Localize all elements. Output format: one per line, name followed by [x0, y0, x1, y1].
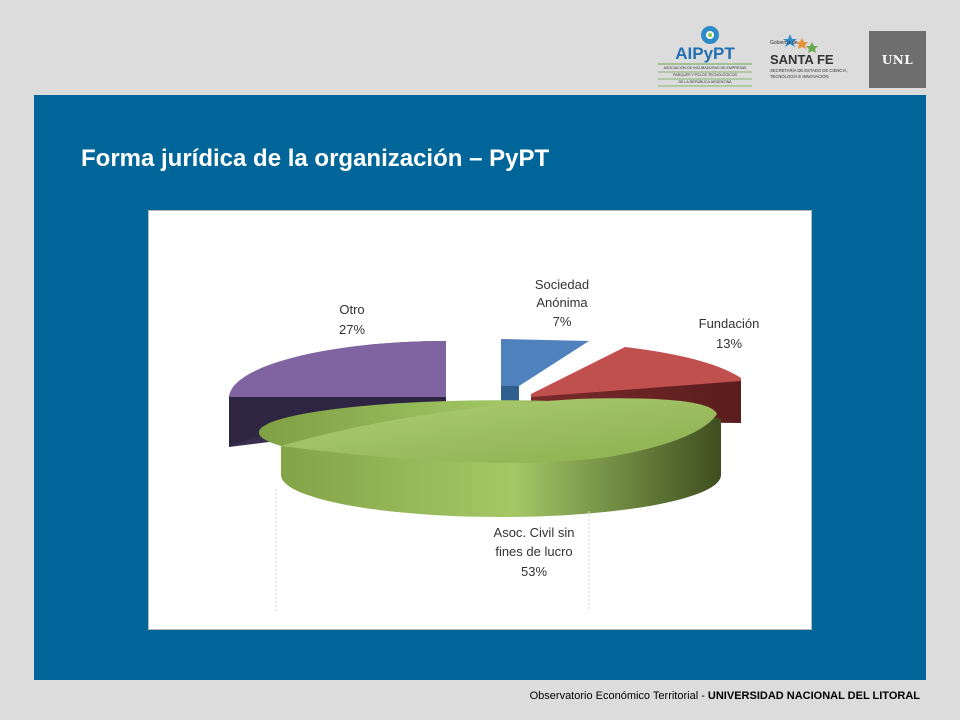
footer-observatorio: Observatorio Económico Territorial - — [529, 690, 708, 702]
santa-fe-gob-text: Gobierno de — [770, 40, 798, 46]
santa-fe-logo: Gobierno de SANTA FE SECRETARÍA DE ESTAD… — [768, 30, 863, 86]
footer: Observatorio Económico Territorial - UNI… — [530, 690, 920, 702]
pie-slice-asoc-civil — [258, 398, 721, 517]
santa-fe-sub2-text: TECNOLOGÍA E INNOVACIÓN — [770, 74, 829, 79]
label-sociedad-anonima-line1: Sociedad — [535, 277, 589, 292]
label-sociedad-anonima-line2: Anónima — [536, 295, 588, 310]
footer-universidad: UNIVERSIDAD NACIONAL DEL LITORAL — [707, 690, 920, 702]
santa-fe-sub1-text: SECRETARÍA DE ESTADO DE CIENCIA, — [770, 68, 848, 73]
aipypt-logo-text: AIPyPT — [675, 44, 735, 63]
aipypt-logo-sub3: DE LA REPÚBLICA ARGENTINA — [678, 79, 732, 84]
pie-chart: Sociedad Anónima 7% Fundación 13% Asoc. … — [229, 277, 760, 611]
aipypt-logo: AIPyPT ASOCIACIÓN DE INCUBADORAS DE EMPR… — [655, 24, 755, 88]
aipypt-logo-sub2: PARQUES Y POLOS TECNOLÓGICOS — [673, 72, 737, 77]
label-asoc-civil-line1: Asoc. Civil sin — [494, 525, 575, 540]
santa-fe-name-text: SANTA FE — [770, 52, 834, 67]
label-otro-pct: 27% — [339, 322, 365, 337]
pie-chart-container: Sociedad Anónima 7% Fundación 13% Asoc. … — [148, 210, 812, 630]
label-fundacion: Fundación — [699, 316, 760, 331]
unl-logo: UNL — [869, 31, 926, 88]
label-sociedad-anonima-pct: 7% — [553, 314, 572, 329]
pie-slice-sociedad-anonima — [501, 339, 589, 411]
aipypt-logo-sub1: ASOCIACIÓN DE INCUBADORAS DE EMPRESAS — [664, 65, 747, 70]
label-otro: Otro — [339, 302, 364, 317]
label-asoc-civil-line2: fines de lucro — [495, 544, 572, 559]
label-asoc-civil-pct: 53% — [521, 564, 547, 579]
unl-logo-text: UNL — [881, 52, 914, 67]
label-fundacion-pct: 13% — [716, 336, 742, 351]
slide-title: Forma jurídica de la organización – PyPT — [81, 145, 550, 172]
